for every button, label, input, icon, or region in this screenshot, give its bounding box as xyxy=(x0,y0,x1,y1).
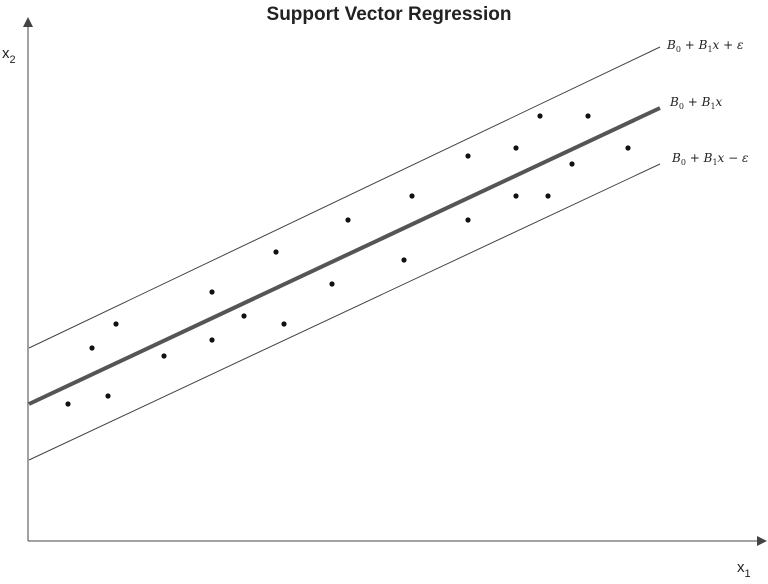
data-point xyxy=(329,281,335,287)
data-point xyxy=(465,217,471,223)
diagram-title: Support Vector Regression xyxy=(267,4,512,25)
data-point xyxy=(65,401,71,407)
data-point xyxy=(209,337,215,343)
data-point xyxy=(409,193,415,199)
center-line-label: B0 + B1x xyxy=(669,95,723,111)
data-point xyxy=(585,113,591,119)
data-point xyxy=(113,321,119,327)
data-point xyxy=(625,145,631,151)
data-point xyxy=(281,321,287,327)
data-points xyxy=(65,113,631,407)
data-point xyxy=(345,217,351,223)
data-point xyxy=(513,193,519,199)
data-point xyxy=(537,113,543,119)
upper-line-label: B0 + B1x + ε xyxy=(666,38,743,54)
data-point xyxy=(569,161,575,167)
lower-line-label: B0 + B1x − ε xyxy=(671,151,748,167)
lower-margin-line xyxy=(28,163,661,461)
data-point xyxy=(273,249,279,255)
data-point xyxy=(241,313,247,319)
y-axis-label: x2 xyxy=(2,45,16,66)
regression-line xyxy=(28,106,661,406)
data-point xyxy=(401,257,407,263)
upper-margin-line xyxy=(28,46,661,349)
data-point xyxy=(209,289,215,295)
data-point xyxy=(89,345,95,351)
data-point xyxy=(465,153,471,159)
data-point xyxy=(545,193,551,199)
data-point xyxy=(161,353,167,359)
x-axis-label: x1 xyxy=(737,559,751,580)
data-point xyxy=(513,145,519,151)
data-point xyxy=(105,393,111,399)
